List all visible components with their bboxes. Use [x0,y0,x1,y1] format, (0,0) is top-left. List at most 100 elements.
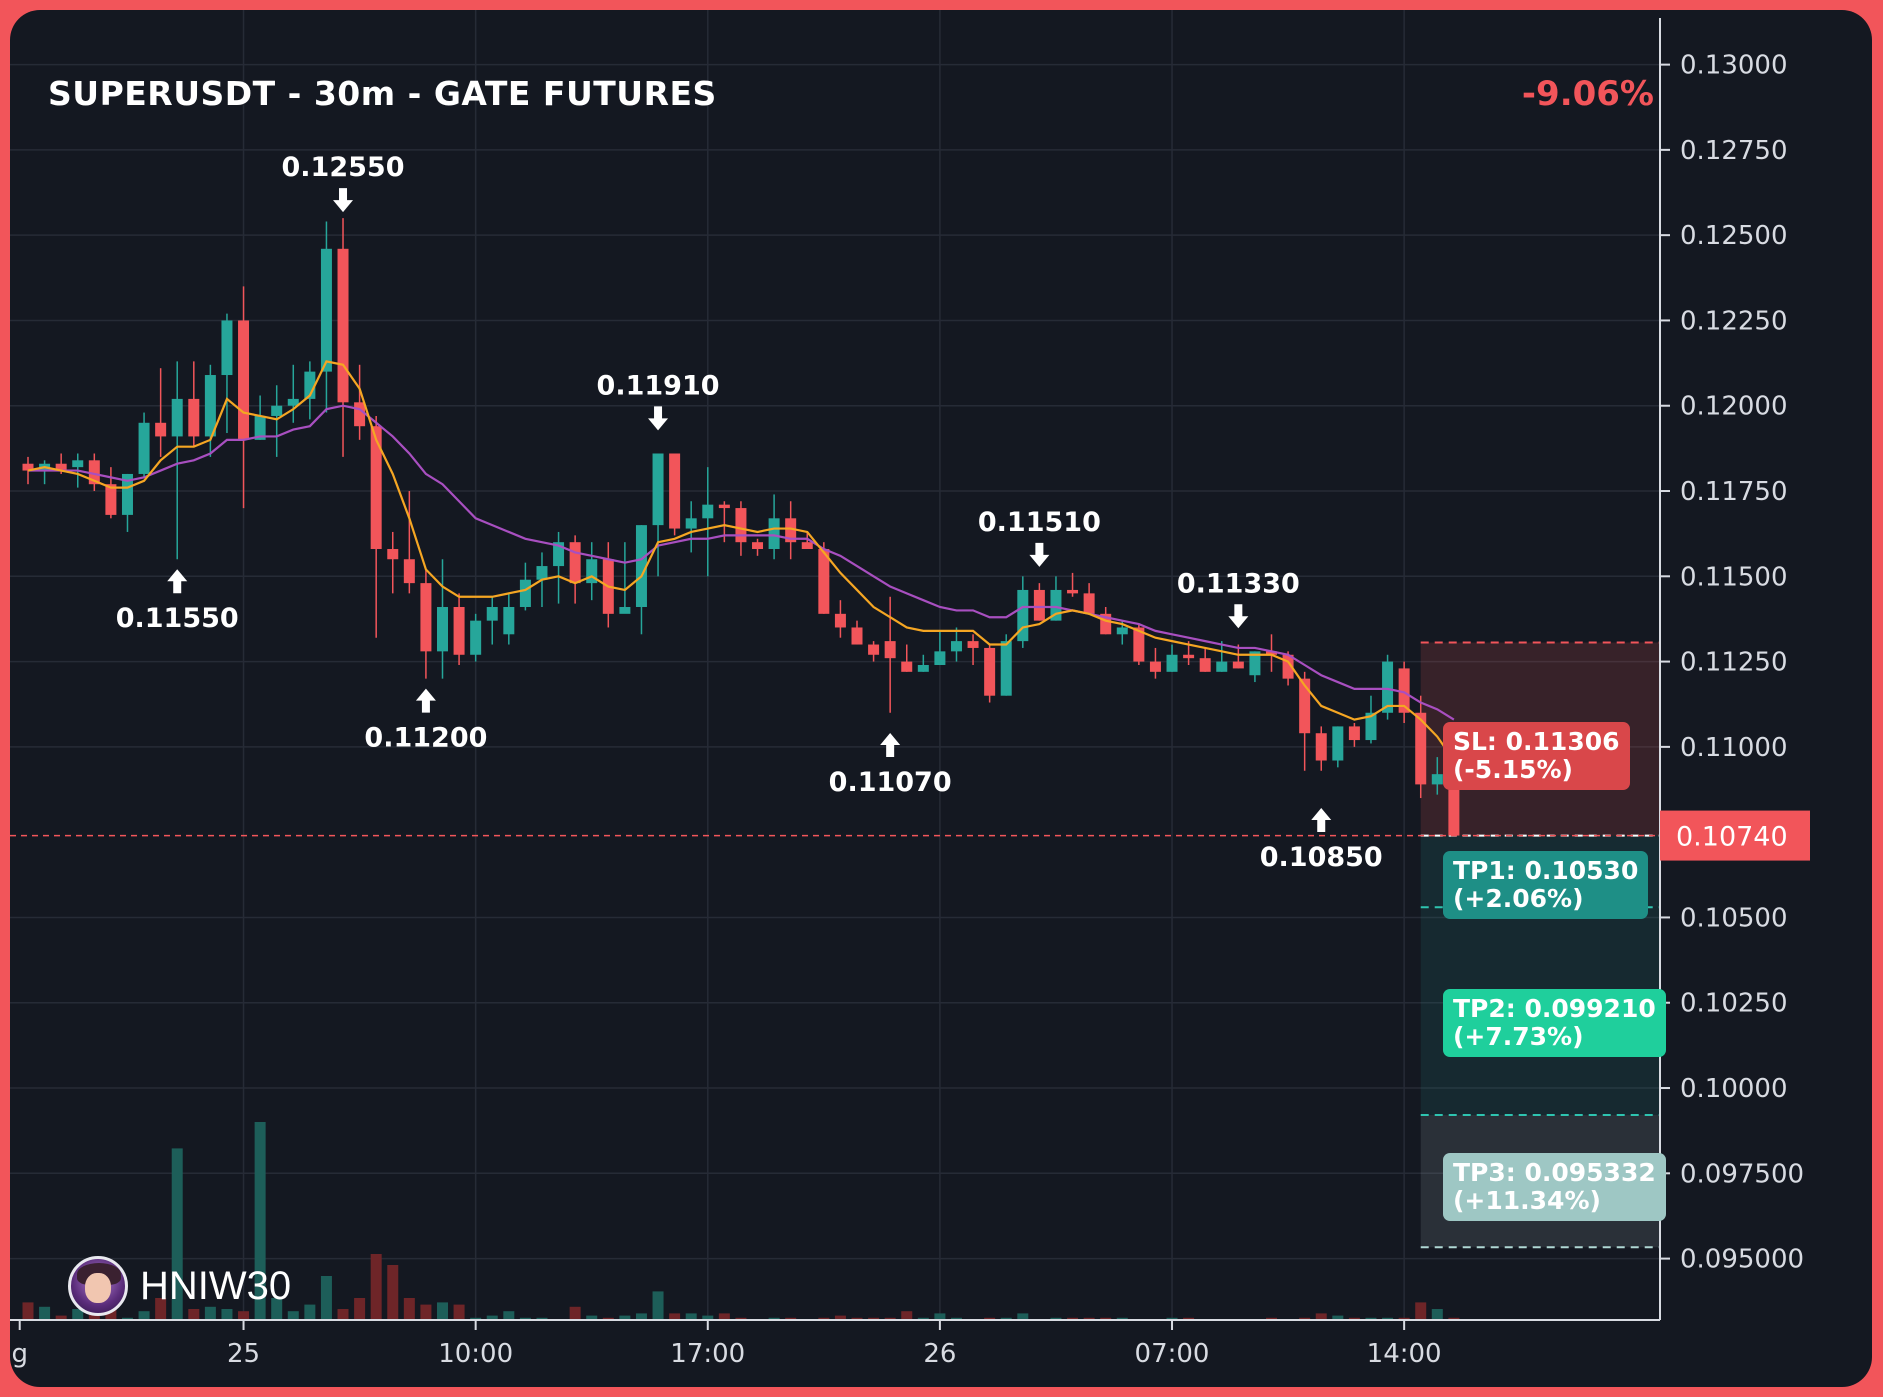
price-change: -9.06% [1521,74,1654,114]
candle [569,535,581,604]
candle-body [1232,661,1244,669]
swing-low-label: 0.11200 [364,723,487,754]
current-price-value: 0.10740 [1676,822,1788,853]
candle-body [901,661,913,672]
candle-body [238,320,250,440]
x-tick-label: 25 [227,1339,260,1369]
candle [155,368,167,457]
candle [370,415,382,638]
volume-bar [1332,1315,1344,1320]
volume-bar [171,1148,183,1320]
volume-bar [437,1302,448,1320]
y-tick-label: 0.12250 [1680,306,1788,336]
candle-body [652,453,664,526]
volume-bar [934,1313,946,1320]
down-arrow-icon [648,406,669,431]
x-tick-label: 14:00 [1367,1339,1442,1369]
volume-bar [569,1306,581,1320]
volume-bar [685,1313,697,1320]
swing-marker: 0.11550 [116,569,239,634]
candle [1216,641,1228,672]
candle-body [967,641,979,648]
volume-bar [901,1311,913,1320]
candle [387,531,399,594]
volume-bar [917,1317,929,1320]
candle-body [403,559,415,584]
x-tick-label: 10:00 [438,1339,513,1369]
volume-bar [387,1265,399,1320]
candle-body [1348,726,1360,741]
y-tick-label: 0.10250 [1680,989,1788,1019]
volume-bar [320,1276,332,1320]
volume-bar [1116,1317,1128,1320]
candle [420,569,432,679]
candle-body [1067,589,1079,594]
volume-bar [785,1317,797,1320]
candle [254,395,266,440]
swing-marker: 0.11510 [978,507,1101,567]
candle [1282,651,1294,686]
candle [39,460,51,485]
candle-body [55,463,67,471]
candle [171,361,183,560]
candle-body [138,422,150,474]
y-tick-label: 0.12000 [1680,392,1788,422]
candle-body [752,542,764,550]
volume-bar [984,1317,996,1320]
volume-bar [652,1291,664,1320]
volume-bar [735,1317,747,1320]
swing-low-label: 0.11550 [116,603,239,634]
candle-body [1299,678,1311,734]
watermark: HNIW30 [68,1256,291,1316]
swing-high-label: 0.11330 [1177,568,1300,599]
volume-bar [519,1317,531,1320]
candle-body [702,504,714,519]
candle [752,538,764,556]
candle [1415,695,1427,799]
volume-bar [1183,1317,1195,1320]
candle [470,613,482,662]
candle [685,501,697,553]
up-arrow-icon [415,688,436,713]
watermark-name: HNIW30 [140,1263,292,1308]
swing-high-label: 0.11510 [978,507,1101,538]
candle [586,542,598,601]
candle-body [1033,589,1045,621]
y-tick-label: 0.13000 [1680,51,1788,81]
candle [1017,576,1029,648]
candle-body [635,525,647,608]
y-tick-label: 0.12500 [1680,221,1788,251]
price-chart[interactable]: 0.12550 0.11550 0.11910 0.11200 0.11510 0.110… [10,10,1872,1387]
candle [188,361,200,447]
candle [1266,634,1277,672]
candle-body [287,398,299,406]
y-tick-label: 0.10500 [1680,903,1788,933]
candle-body [121,473,133,515]
candle-body [1166,654,1178,672]
candle-body [88,460,100,485]
candle-body [934,651,946,665]
candle [619,542,631,614]
candle-body [1249,651,1261,676]
sl-label: SL: 0.11306 (-5.15%) [1443,722,1630,790]
volume-bar [1398,1317,1410,1320]
candle-body [536,566,548,580]
up-arrow-icon [880,732,901,757]
candle [320,221,332,413]
volume-bar [619,1315,631,1320]
swing-marker: 0.11910 [597,370,720,431]
candle-body [917,665,929,672]
x-tick-label: 07:00 [1135,1339,1210,1369]
candle [138,412,150,478]
candle [1332,726,1344,768]
volume-bar [1050,1317,1062,1320]
ema-slow-line [28,404,1455,721]
candle [105,467,117,519]
candle [1315,726,1327,771]
down-arrow-icon [333,188,354,213]
volume-bar [868,1317,880,1320]
candle-body [387,549,399,560]
candle [834,600,846,638]
swing-high-label: 0.11910 [597,370,720,401]
candle [553,531,565,604]
